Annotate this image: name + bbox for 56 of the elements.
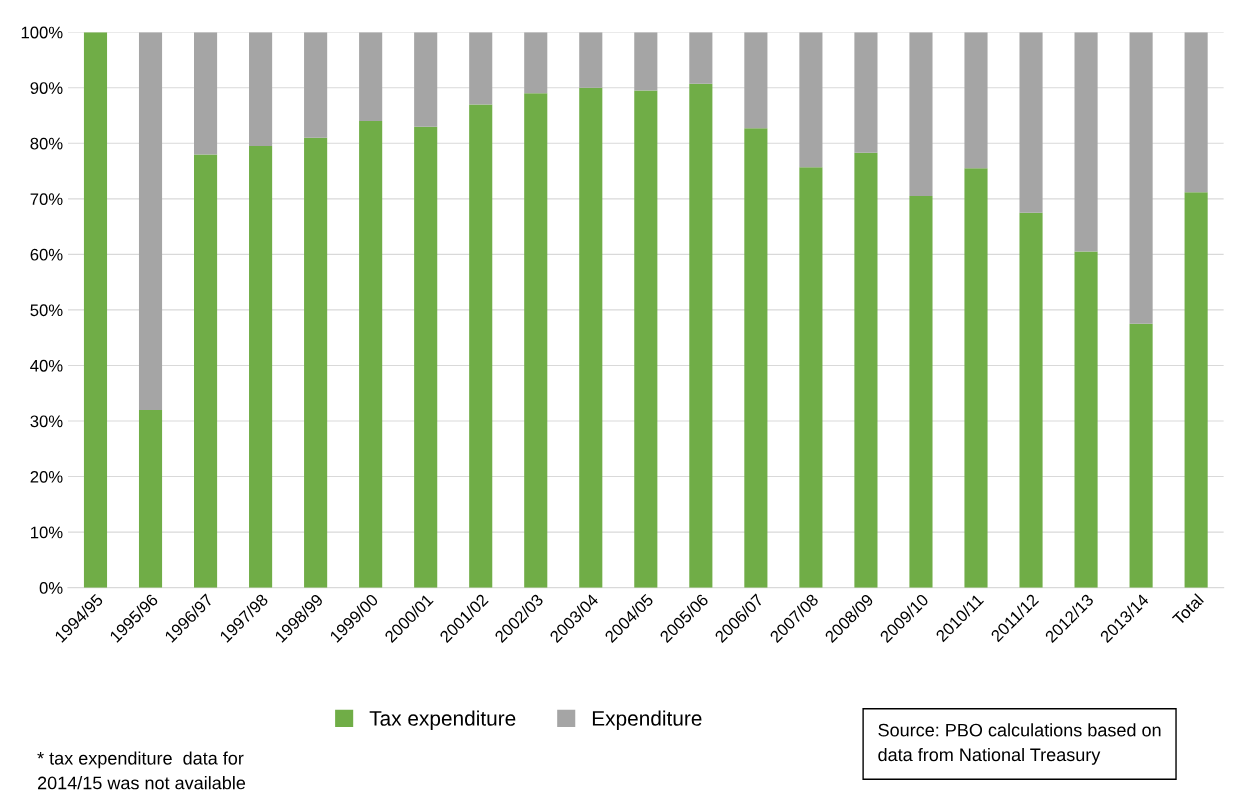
bar	[909, 196, 933, 588]
bar	[689, 83, 713, 588]
bar	[469, 32, 493, 105]
y-tick-label: 30%	[30, 415, 63, 428]
y-tick-label: 10%	[31, 526, 63, 539]
source-note: Source: PBO calculations based on data from National Treasury	[878, 723, 1161, 765]
y-tick-label: 50%	[30, 304, 63, 317]
legend-label: Expenditure	[592, 710, 702, 730]
bar	[854, 152, 878, 588]
bar	[194, 154, 218, 588]
bar	[359, 121, 383, 588]
bar	[249, 146, 273, 588]
bar	[964, 32, 988, 169]
bar	[524, 32, 548, 94]
bar	[1074, 251, 1098, 588]
bar	[1019, 212, 1043, 588]
y-tick-label: 90%	[30, 82, 63, 94]
bar	[524, 93, 548, 588]
bar	[634, 90, 658, 588]
bar	[634, 32, 658, 91]
bar	[744, 128, 768, 588]
bar	[1019, 32, 1043, 213]
bar	[304, 137, 328, 588]
legend-label: Tax expenditure	[369, 710, 516, 730]
y-tick-label: 40%	[30, 359, 63, 372]
bar	[579, 32, 603, 88]
y-tick-label: 70%	[30, 193, 63, 206]
bar	[83, 32, 108, 588]
bar	[414, 126, 438, 588]
bar	[964, 168, 988, 588]
y-tick-label: 80%	[30, 137, 63, 150]
bar	[1129, 323, 1153, 588]
bar	[194, 32, 218, 155]
y-tick-label: 100%	[21, 26, 63, 39]
bar	[799, 167, 823, 588]
y-tick-label: 20%	[30, 470, 63, 483]
bar	[1129, 32, 1153, 324]
bar	[469, 104, 493, 588]
bar	[249, 32, 273, 147]
bar	[304, 32, 328, 138]
bar	[1184, 32, 1208, 193]
bar	[359, 32, 383, 122]
bar	[138, 409, 163, 588]
bar	[414, 32, 438, 127]
bar	[744, 32, 768, 129]
bar	[138, 32, 163, 410]
bar	[909, 32, 933, 197]
bar	[689, 32, 713, 84]
bar	[854, 32, 878, 153]
y-tick-label: 60%	[30, 248, 63, 261]
text: * tax expenditure data for 2014/15 was not available	[37, 751, 246, 790]
bar	[799, 32, 823, 168]
y-tick-label: 0%	[39, 582, 63, 594]
bar	[579, 87, 603, 588]
bar	[1074, 32, 1098, 252]
bar	[1184, 192, 1208, 588]
